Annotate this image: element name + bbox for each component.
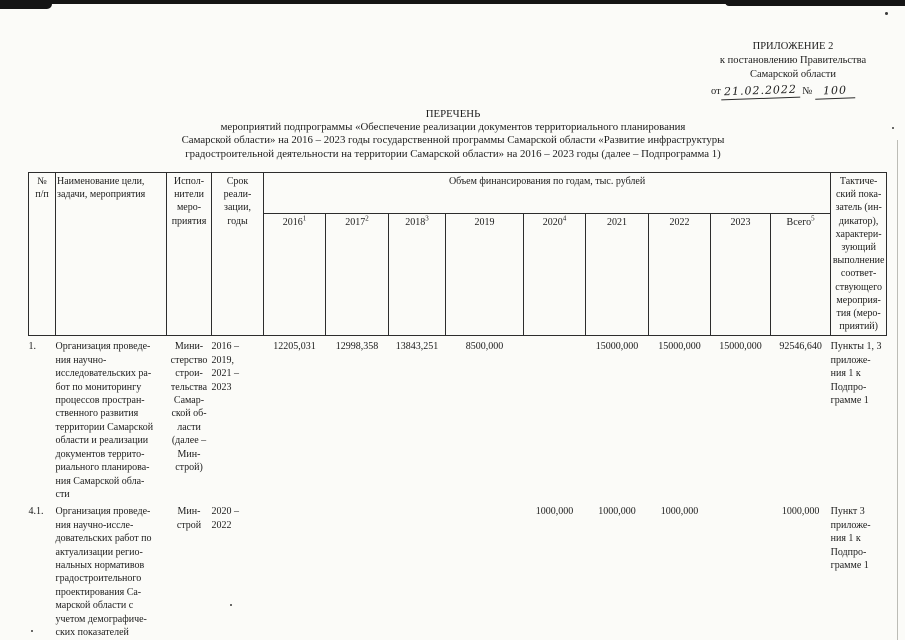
title-line-1: мероприятий подпрограммы «Обеспечение ре… [220,121,686,134]
number-sign: № [802,85,813,97]
value-2018: 13843,251 [395,341,439,353]
title-heading: ПЕРЕЧЕНЬ [425,108,481,120]
appendix-block: ПРИЛОЖЕНИЕ 2 к постановлению Правительст… [705,40,881,101]
col-header-year-2017: 20172 [325,213,389,337]
value-2023: 15000,000 [719,341,762,353]
value-2016: 12205,031 [273,341,316,353]
document-title-block: ПЕРЕЧЕНЬ мероприятий подпрограммы «Обесп… [48,108,858,161]
col-header-year-2022: 2022 [648,213,711,337]
value-total: 1000,000 [781,506,820,518]
appendix-line-2: к постановлению Правительства [719,55,867,67]
row-executor: Мин- строй [176,506,202,531]
table-row-1: 1. Организация проведе- ния научно- иссл… [29,336,887,501]
value-2019 [446,501,524,639]
value-total: 92546,640 [779,341,822,353]
row-name: Организация проведе- ния научно- исследо… [55,341,154,500]
value-2018 [389,501,446,639]
value-2017 [326,501,389,639]
value-2016 [264,501,326,639]
scan-artifact-top-left [0,0,52,9]
col-header-indicator: Тактиче- ский пока- затель (ин- дикатор)… [830,171,888,337]
row-indicator: Пункт 3 приложе- ния 1 к Подпро- грамме … [830,506,871,571]
col-header-name: Наименование цели, задачи, мероприятия [55,171,167,337]
col-header-financing: Объем финансирования по годам, тыс. рубл… [262,171,832,215]
row-number: 1. [28,341,37,353]
title-line-3: градостроительной деятельности на террит… [185,147,721,160]
appendix-line-1: ПРИЛОЖЕНИЕ 2 [752,41,834,52]
col-header-term: Срок реали- зации, годы [211,171,264,337]
col-header-executor: Испол- нители меро- приятия [166,171,212,337]
value-2019: 8500,000 [465,341,504,353]
title-line-2: Самарской области» на 2016 – 2023 годы г… [181,134,725,147]
col-header-year-2016: 20161 [263,213,326,337]
value-2020 [524,336,586,501]
table-row-4-1: 4.1. Организация проведе- ния научно-исс… [29,501,887,639]
col-header-year-2019: 2019 [445,213,524,337]
col-header-total: Всего5 [769,213,832,337]
col-header-year-2021: 2021 [585,213,649,337]
row-name: Организация проведе- ния научно-иссле- д… [55,506,152,638]
value-2021: 1000,000 [598,506,636,518]
row-number: 4.1. [28,506,44,518]
financing-table: № п/п Наименование цели, задачи, меропри… [28,171,888,639]
scan-artifact-right-fold-line [897,140,898,640]
row-indicator: Пункты 1, 3 приложе- ния 1 к Подпро- гра… [830,341,882,407]
scan-speck [892,127,894,129]
appendix-date-line: от 21.02.2022 № 100 [705,82,881,101]
col-header-year-2018: 20183 [388,213,446,337]
appendix-line-3: Самарской области [750,69,836,81]
scan-speck [230,604,232,606]
col-header-year-2023: 2023 [710,213,771,337]
value-2021: 15000,000 [595,341,639,353]
handwritten-date: 21.02.2022 [720,82,800,101]
value-2017: 12998,358 [335,341,379,353]
handwritten-number: 100 [814,82,856,100]
row-term: 2020 – 2022 [211,506,240,531]
scan-speck [885,12,888,15]
date-prefix: от [711,85,721,97]
row-term: 2016 – 2019, 2021 – 2023 [211,341,240,393]
scan-artifact-top-right [725,0,905,6]
value-2022: 1000,000 [660,506,699,518]
scan-speck [31,630,33,632]
scan-artifact-top-edge [0,0,905,4]
col-header-num: № п/п [28,171,56,337]
value-2020: 1000,000 [535,506,574,518]
value-2023 [711,501,771,639]
row-executor: Мини- стерство строи- тельства Самар- ск… [170,341,208,474]
col-header-year-2020: 20204 [523,213,586,337]
value-2022: 15000,000 [658,341,701,353]
